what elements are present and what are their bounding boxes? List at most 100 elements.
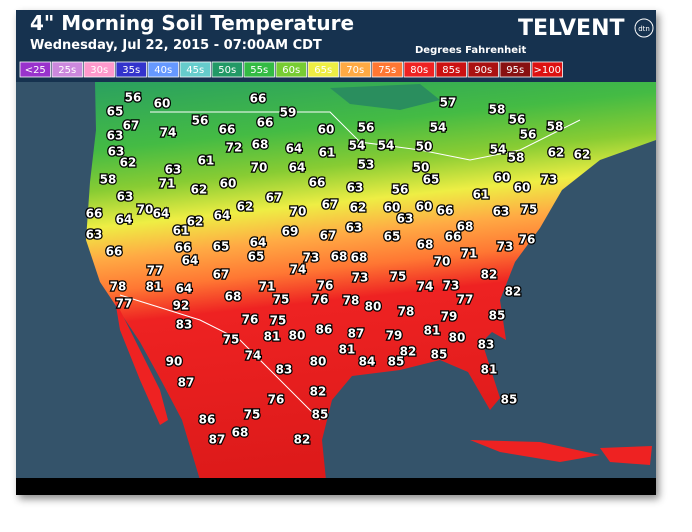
- temperature-reading: 63: [347, 181, 364, 195]
- temperature-reading: 66: [257, 116, 274, 130]
- temperature-reading: 76: [317, 279, 334, 293]
- legend-label: 70s: [346, 65, 364, 76]
- temperature-reading: 70: [434, 255, 451, 269]
- temperature-reading: 57: [440, 96, 457, 110]
- legend-swatch: [467, 61, 499, 78]
- temperature-reading: 83: [478, 338, 495, 352]
- units: Degrees Fahrenheit: [415, 45, 526, 56]
- temperature-reading: 63: [346, 221, 363, 235]
- legend-label: 95s: [506, 65, 524, 76]
- temperature-reading: 77: [147, 264, 164, 278]
- temperature-reading: 58: [508, 151, 525, 165]
- temperature-reading: 62: [187, 215, 204, 229]
- temperature-reading: 50: [413, 161, 430, 175]
- temperature-reading: 86: [199, 413, 216, 427]
- temperature-reading: 87: [348, 327, 365, 341]
- baja: [115, 300, 168, 425]
- temperature-reading: 81: [339, 343, 356, 357]
- temperature-reading: 61: [173, 224, 190, 238]
- logo-badge-ring: [634, 18, 654, 38]
- temperature-reading: 60: [384, 201, 401, 215]
- temperature-reading: 56: [358, 121, 375, 135]
- temperature-reading: 65: [384, 230, 401, 244]
- cuba: [470, 440, 600, 462]
- temperature-reading: 66: [445, 230, 462, 244]
- temperature-reading: 87: [178, 376, 195, 390]
- legend-swatch: [115, 61, 147, 78]
- legend-label: 75s: [378, 65, 396, 76]
- temperature-reading: 63: [165, 163, 182, 177]
- temperature-reading: 70: [251, 161, 268, 175]
- temperature-reading: 60: [154, 97, 171, 111]
- title: 4" Morning Soil Temperature: [30, 11, 354, 35]
- logo: TELVENT: [518, 16, 625, 41]
- temperature-reading: 59: [280, 106, 297, 120]
- temperature-reading: 73: [303, 251, 320, 265]
- legend-label: >100: [534, 65, 561, 76]
- temperature-reading: 84: [359, 355, 376, 369]
- temperature-reading: 75: [223, 333, 240, 347]
- temperature-reading: 61: [198, 154, 215, 168]
- cool-zone: [330, 84, 440, 110]
- temperature-reading: 80: [365, 300, 382, 314]
- temperature-reading: 61: [319, 146, 336, 160]
- temperature-reading: 92: [173, 299, 190, 313]
- temperature-reading: 73: [497, 240, 514, 254]
- temperature-reading: 67: [266, 191, 283, 205]
- temperature-reading: 73: [541, 173, 558, 187]
- legend-swatch: [435, 61, 467, 78]
- temperature-reading: 62: [120, 156, 137, 170]
- temperature-reading: 65: [248, 250, 265, 264]
- temperature-reading: 81: [146, 280, 163, 294]
- temperature-reading: 54: [490, 143, 507, 157]
- legend-swatch: [147, 61, 179, 78]
- temperature-reading: 90: [166, 355, 183, 369]
- temperature-reading: 64: [214, 209, 231, 223]
- temperature-reading: 71: [159, 177, 176, 191]
- legend-label: 30s: [90, 65, 108, 76]
- temperature-reading: 64: [250, 236, 267, 250]
- temperature-reading: 64: [153, 207, 170, 221]
- temperature-reading: 67: [320, 229, 337, 243]
- temperature-reading: 75: [390, 270, 407, 284]
- footer-strip: [16, 478, 656, 495]
- temperature-reading: 64: [286, 142, 303, 156]
- legend-label: 40s: [154, 65, 172, 76]
- temperature-reading: 66: [437, 204, 454, 218]
- temperature-reading: 66: [106, 245, 123, 259]
- temperature-reading: 66: [219, 123, 236, 137]
- legend-label: 50s: [218, 65, 236, 76]
- temperature-reading: 63: [397, 212, 414, 226]
- temperature-reading: 56: [509, 113, 526, 127]
- temperature-reading: 86: [316, 323, 333, 337]
- legend-label: 65s: [314, 65, 332, 76]
- temperature-reading: 76: [268, 393, 285, 407]
- temperature-reading: 85: [501, 393, 518, 407]
- temperature-reading: 83: [276, 363, 293, 377]
- temperature-reading: 64: [182, 254, 199, 268]
- legend-swatch: [51, 61, 83, 78]
- temperature-reading: 66: [175, 241, 192, 255]
- subtitle: Wednesday, Jul 22, 2015 - 07:00AM CDT: [30, 38, 322, 53]
- temperature-reading: 79: [441, 310, 458, 324]
- temperature-reading: 74: [245, 349, 262, 363]
- legend: <25 25s 30s 35s 40s 45s 50s 55s 60s 65s 70s 75s 80s 8…: [19, 61, 563, 78]
- temperature-reading: 50: [416, 140, 433, 154]
- temperature-reading: 85: [489, 309, 506, 323]
- border: [119, 294, 321, 421]
- temperature-reading: 64: [176, 282, 193, 296]
- temperature-reading: 63: [117, 190, 134, 204]
- temperature-reading: 71: [259, 280, 276, 294]
- legend-swatch: [371, 61, 403, 78]
- temperature-reading: 78: [343, 294, 360, 308]
- legend-swatch: [531, 61, 563, 78]
- temperature-reading: 64: [116, 213, 133, 227]
- legend-swatch: [339, 61, 371, 78]
- temperature-reading: 82: [310, 385, 327, 399]
- legend-swatch: [211, 61, 243, 78]
- legend-label: <25: [25, 65, 46, 76]
- temperature-reading: 82: [481, 268, 498, 282]
- temperature-reading: 77: [116, 297, 133, 311]
- temperature-reading: 63: [86, 228, 103, 242]
